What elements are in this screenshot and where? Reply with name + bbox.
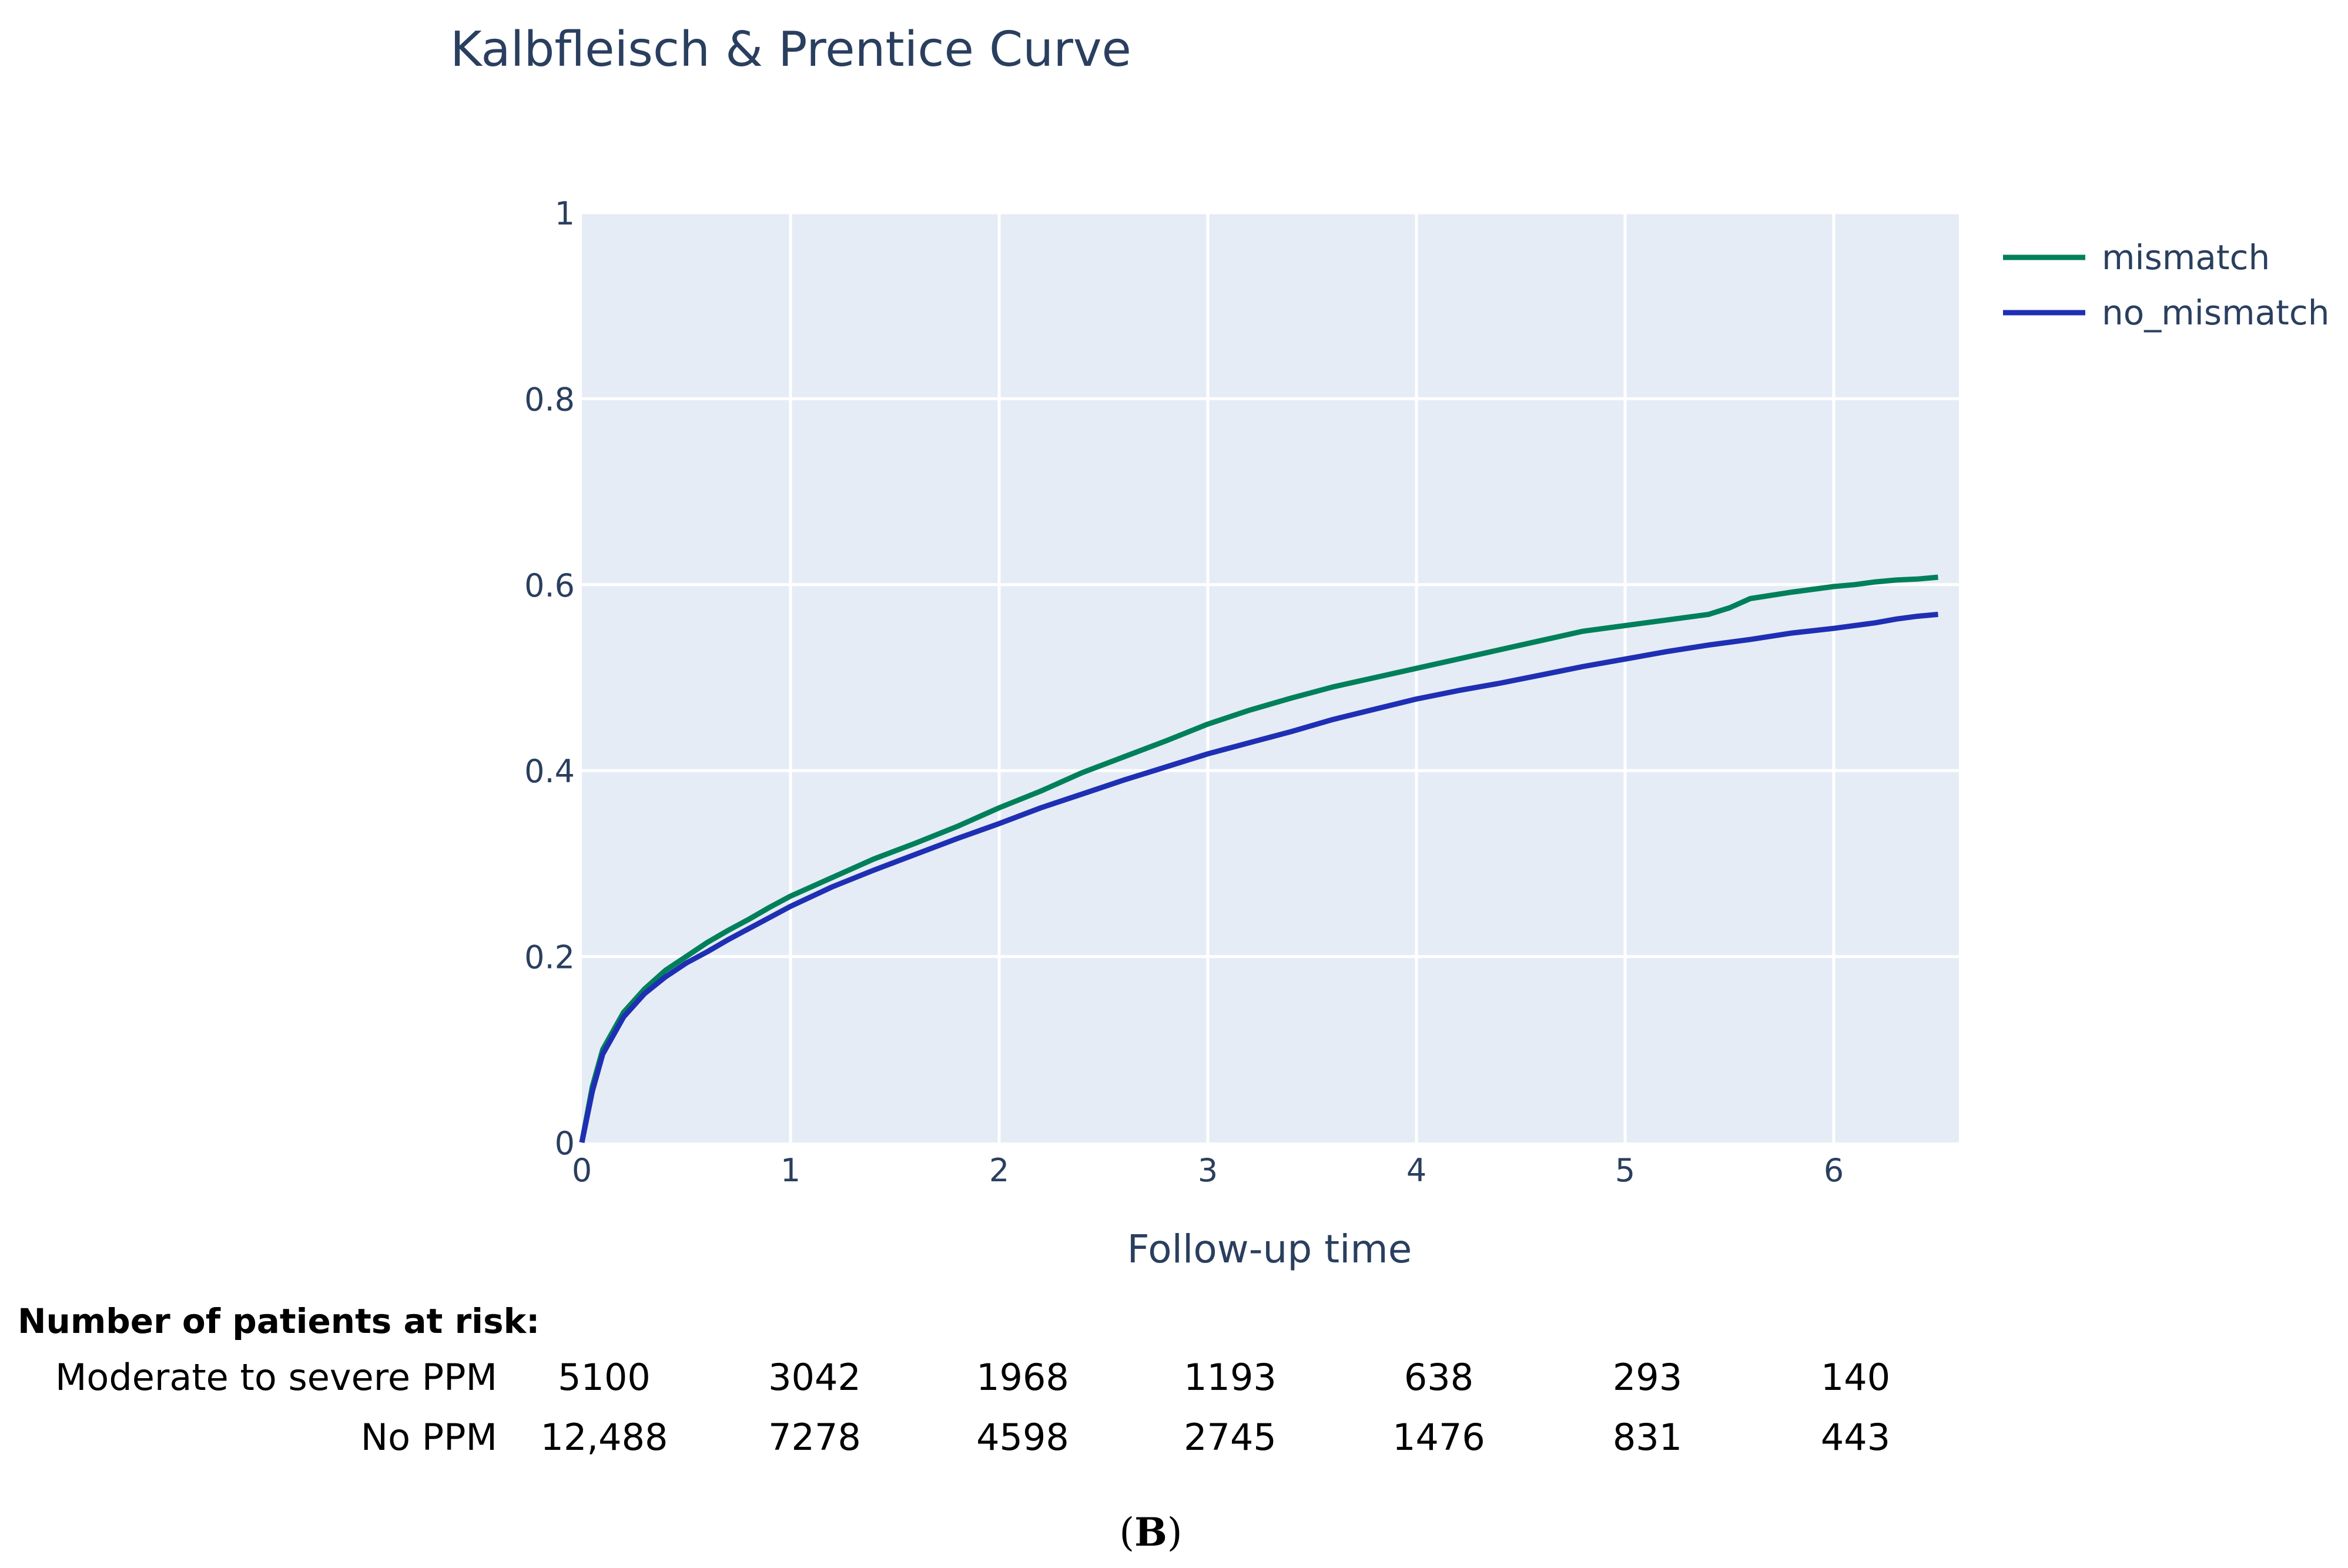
x-axis-ticks: 0 1 2 3 4 5 6: [572, 1152, 1844, 1189]
risk-cell: 1193: [1184, 1356, 1277, 1399]
x-tick-label: 3: [1198, 1152, 1218, 1189]
x-tick-label: 6: [1824, 1152, 1844, 1189]
x-tick-label: 5: [1615, 1152, 1635, 1189]
risk-table-header: Number of patients at risk:: [18, 1301, 540, 1341]
risk-cell: 2745: [1184, 1416, 1277, 1459]
y-tick-label: 0.2: [524, 939, 575, 976]
risk-cell: 12,488: [541, 1416, 668, 1459]
legend[interactable]: mismatch no_mismatch: [2003, 237, 2330, 333]
gridlines: [582, 211, 1959, 1143]
y-tick-label: 0.4: [524, 753, 575, 790]
risk-cell: 293: [1613, 1356, 1682, 1399]
series-lines: [579, 574, 1938, 1143]
risk-cell: 4598: [976, 1416, 1069, 1459]
risk-cell: 3042: [768, 1356, 861, 1399]
plot-area: [582, 213, 1959, 1143]
risk-cell: 638: [1404, 1356, 1473, 1399]
risk-cell: 140: [1821, 1356, 1890, 1399]
risk-cell: 443: [1821, 1416, 1890, 1459]
risk-cell: 1476: [1392, 1416, 1485, 1459]
risk-table: Moderate to severe PPM 5100 3042 1968 1193 63…: [55, 1356, 1890, 1459]
legend-label-mismatch[interactable]: mismatch: [2102, 237, 2270, 277]
risk-cell: 7278: [768, 1416, 861, 1459]
risk-row-label: Moderate to severe PPM: [55, 1356, 497, 1399]
risk-row-label: No PPM: [361, 1416, 497, 1459]
y-tick-label: 0.6: [524, 567, 575, 604]
x-tick-label: 0: [572, 1152, 592, 1189]
risk-cell: 5100: [558, 1356, 651, 1399]
chart-title: Kalbfleisch & Prentice Curve: [450, 22, 1131, 78]
risk-cell: 1968: [976, 1356, 1069, 1399]
x-axis-label: Follow-up time: [1127, 1227, 1412, 1272]
x-tick-label: 4: [1406, 1152, 1426, 1189]
y-axis-ticks: 0 0.2 0.4 0.6 0.8 1: [524, 195, 575, 1162]
legend-label-no_mismatch[interactable]: no_mismatch: [2102, 293, 2330, 333]
x-tick-label: 2: [989, 1152, 1009, 1189]
x-tick-label: 1: [781, 1152, 800, 1189]
panel-label: (B): [1119, 1509, 1182, 1555]
series-line-no_mismatch: [579, 611, 1938, 1143]
y-tick-label: 0: [555, 1125, 575, 1162]
series-line-mismatch: [579, 574, 1938, 1143]
risk-cell: 831: [1613, 1416, 1682, 1459]
y-tick-label: 1: [555, 195, 575, 232]
y-tick-label: 0.8: [524, 381, 575, 418]
